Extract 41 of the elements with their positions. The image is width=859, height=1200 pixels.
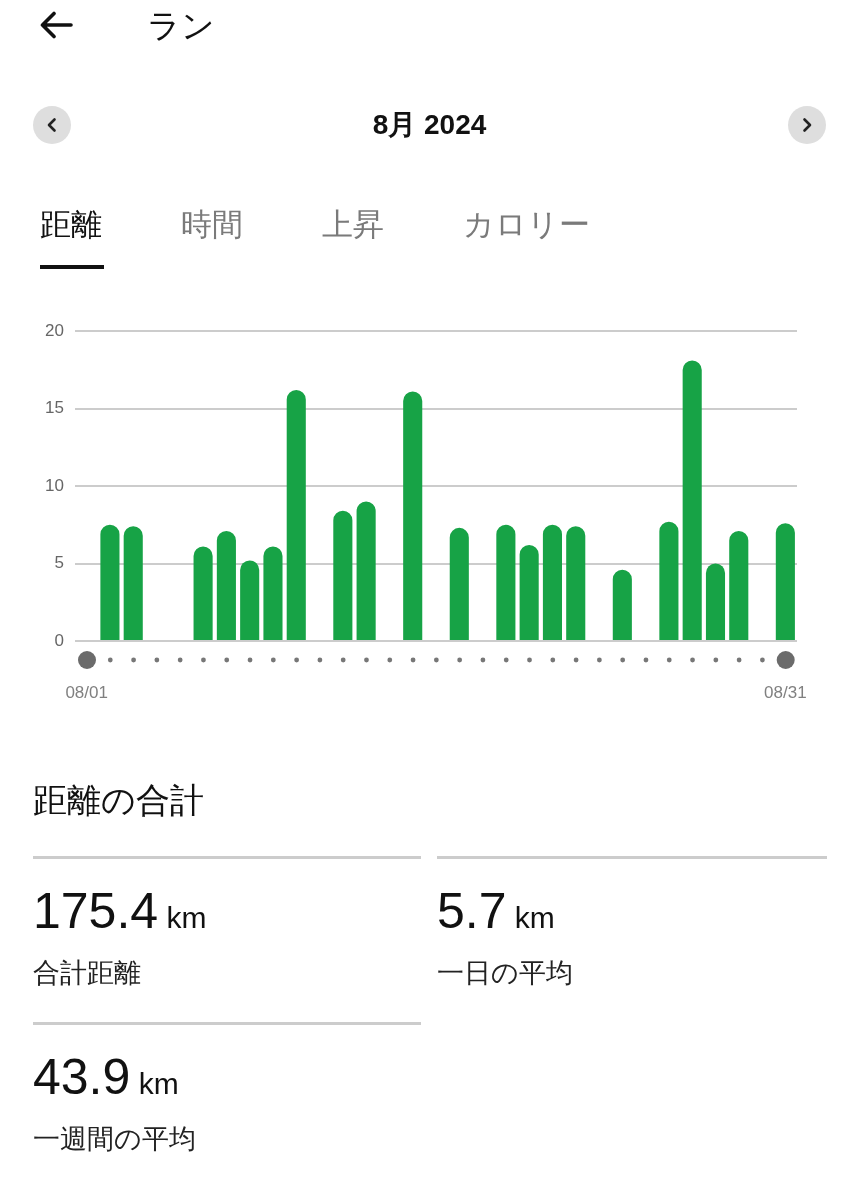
text: 5.7 km	[437, 883, 555, 939]
text: 一週間の平均	[33, 1123, 196, 1156]
text: 合計距離	[33, 957, 141, 990]
bar	[449, 527, 469, 640]
bar	[775, 523, 795, 640]
bar	[659, 521, 679, 640]
text: 43.9 km	[33, 1049, 179, 1105]
bar	[496, 524, 516, 640]
y-tick-label: 15	[45, 398, 64, 418]
chart-title: ラン	[147, 6, 215, 46]
text: カロリー	[463, 206, 590, 244]
x-tick-label: 08/01	[65, 682, 108, 702]
y-tick-label: 0	[54, 630, 64, 650]
bar	[240, 560, 260, 640]
bar	[123, 526, 143, 640]
bar	[100, 524, 120, 640]
text: 時間	[181, 206, 243, 244]
bar	[263, 546, 283, 640]
text: 175.4 km	[33, 883, 207, 939]
y-tick-label: 10	[45, 475, 64, 495]
bar	[356, 501, 376, 640]
chart-subtitle: 8月 2024	[372, 109, 487, 140]
bar	[682, 360, 702, 640]
text: 上昇	[322, 206, 384, 244]
bar	[612, 569, 632, 640]
bar	[519, 544, 539, 640]
bar	[286, 389, 306, 640]
text: 距離の合計	[33, 780, 204, 821]
bar	[729, 530, 749, 640]
x-tick-label: 08/31	[764, 682, 807, 702]
bar	[566, 526, 586, 640]
y-tick-label: 20	[45, 320, 64, 340]
bar	[542, 524, 562, 640]
bar	[403, 391, 423, 640]
text: 距離	[40, 206, 102, 244]
text: 一日の平均	[437, 957, 573, 990]
bar	[333, 510, 353, 640]
y-tick-label: 5	[54, 553, 64, 573]
bar	[216, 530, 236, 640]
bar	[705, 563, 726, 640]
bar	[193, 546, 213, 640]
